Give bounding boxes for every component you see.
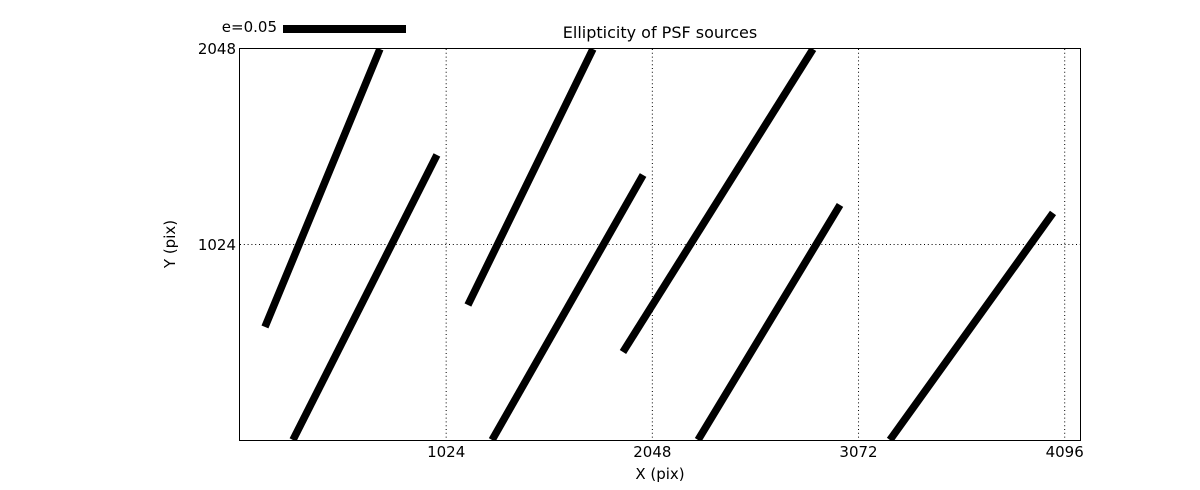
gridlines <box>240 49 1080 440</box>
legend-label: e=0.05 <box>221 18 277 36</box>
whisker-segments <box>261 49 1057 440</box>
x-tick-label: 3072 <box>839 443 878 461</box>
x-tick-label: 2048 <box>633 443 672 461</box>
chart-title: Ellipticity of PSF sources <box>562 23 758 42</box>
legend-scale-bar <box>283 25 406 33</box>
whisker-segment <box>886 210 1057 440</box>
whisker-segment <box>619 49 817 354</box>
whisker-plot <box>240 49 1080 440</box>
whisker-segment <box>694 203 844 440</box>
whisker-segment <box>261 49 384 329</box>
whisker-segment <box>464 49 597 307</box>
whisker-segment <box>289 153 441 440</box>
y-axis-label: Y (pix) <box>161 219 179 269</box>
x-tick-label: 1024 <box>427 443 466 461</box>
x-tick-label: 4096 <box>1045 443 1084 461</box>
y-tick-label: 1024 <box>197 235 236 254</box>
whisker-segment <box>488 173 647 440</box>
y-tick-label: 2048 <box>197 40 236 58</box>
x-axis-label: X (pix) <box>635 465 685 483</box>
